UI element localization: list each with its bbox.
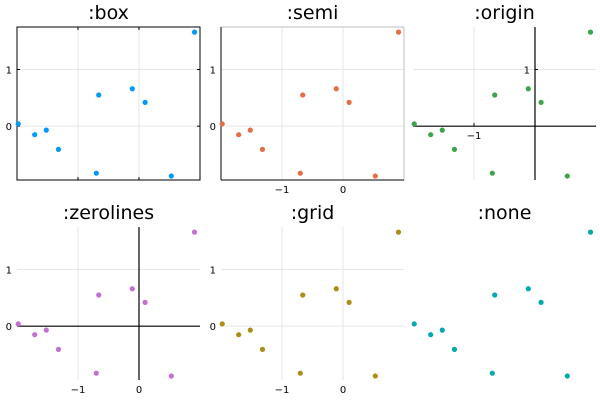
- y-tick-label: 1: [210, 66, 216, 77]
- data-point: [55, 346, 62, 352]
- data-point: [451, 346, 458, 352]
- data-point: [300, 92, 306, 98]
- data-point: [168, 173, 174, 179]
- x-tick-label: 0: [340, 385, 346, 396]
- data-point: [96, 92, 102, 98]
- data-point: [300, 292, 306, 298]
- panel-title: :box: [88, 2, 129, 24]
- data-point: [43, 127, 49, 133]
- data-point: [372, 373, 378, 379]
- x-tick-label: −1: [275, 185, 290, 196]
- data-point: [259, 146, 266, 152]
- data-point: [247, 127, 253, 133]
- panel-title: :none: [478, 202, 532, 224]
- data-point: [538, 99, 544, 105]
- data-point: [55, 146, 62, 152]
- data-point: [439, 327, 445, 333]
- data-point: [411, 121, 417, 127]
- data-point: [538, 299, 544, 305]
- data-point: [15, 321, 21, 327]
- x-tick-label: −1: [467, 131, 482, 142]
- y-tick-label: 0: [210, 122, 216, 133]
- data-point: [93, 170, 99, 176]
- panel-origin: :origin −1 1: [411, 2, 596, 180]
- data-point: [259, 346, 266, 352]
- y-tick-label: 0: [6, 122, 12, 133]
- data-point: [346, 99, 352, 105]
- data-point: [93, 370, 99, 376]
- data-point: [236, 332, 242, 338]
- data-point: [168, 373, 174, 379]
- panel-none: :none: [411, 202, 594, 379]
- data-point: [428, 332, 434, 338]
- x-tick-label: −1: [71, 385, 86, 396]
- data-point: [346, 299, 352, 305]
- data-point: [247, 327, 253, 333]
- y-tick-label: 1: [6, 66, 12, 77]
- frame-box: [16, 26, 201, 181]
- panel-title: :semi: [287, 2, 339, 24]
- data-point: [129, 86, 135, 92]
- data-point: [333, 86, 339, 92]
- data-point: [587, 229, 594, 235]
- y-tick-label: 1: [6, 266, 12, 277]
- data-point: [451, 146, 458, 152]
- data-point: [428, 132, 434, 138]
- data-point: [236, 132, 242, 138]
- data-point: [142, 99, 148, 105]
- data-point: [492, 92, 498, 98]
- data-point: [129, 286, 135, 292]
- data-point: [15, 121, 21, 127]
- data-point: [489, 170, 495, 176]
- data-point: [219, 321, 225, 327]
- data-point: [564, 373, 570, 379]
- data-point: [395, 29, 402, 35]
- panel-title: :origin: [474, 2, 535, 24]
- data-point: [439, 127, 445, 133]
- data-point: [191, 29, 198, 35]
- x-tick-label: 0: [136, 385, 142, 396]
- panel-title: :grid: [291, 202, 335, 224]
- panel-grid: :grid −1 0 0 1: [210, 202, 404, 396]
- data-point: [32, 332, 38, 338]
- data-point: [587, 29, 594, 35]
- data-point: [32, 132, 38, 138]
- data-point: [411, 321, 417, 327]
- data-point: [489, 370, 495, 376]
- data-point: [297, 370, 303, 376]
- data-point: [297, 170, 303, 176]
- panel-title: :zerolines: [63, 202, 154, 224]
- data-point: [333, 286, 339, 292]
- y-tick-label: 1: [210, 266, 216, 277]
- y-tick-label: 0: [210, 322, 216, 333]
- data-point: [372, 173, 378, 179]
- x-tick-label: 0: [340, 185, 346, 196]
- data-point: [191, 229, 198, 235]
- panel-zerolines: :zerolines −1 0 0 1: [6, 202, 200, 396]
- panel-box: :box 0 1: [6, 2, 201, 181]
- data-point: [492, 292, 498, 298]
- data-point: [564, 173, 570, 179]
- y-tick-label: 0: [6, 322, 12, 333]
- x-tick-label: −1: [275, 385, 290, 396]
- data-point: [525, 86, 531, 92]
- data-point: [525, 286, 531, 292]
- data-point: [142, 299, 148, 305]
- data-point: [43, 327, 49, 333]
- data-point: [96, 292, 102, 298]
- data-point: [395, 229, 402, 235]
- data-point: [219, 121, 225, 127]
- panel-semi: :semi −1 0 0 1: [210, 2, 405, 196]
- y-tick-label: 1: [524, 66, 530, 77]
